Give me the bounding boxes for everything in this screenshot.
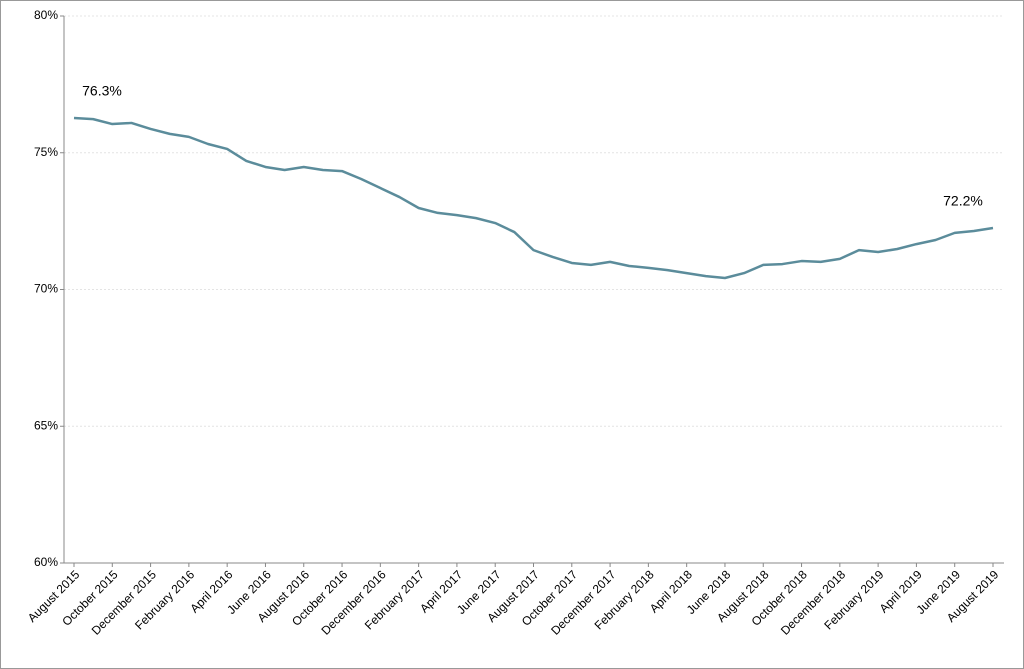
y-tick-label: 60%: [34, 555, 58, 569]
y-tick-label: 80%: [34, 8, 58, 22]
y-tick-label: 70%: [34, 282, 58, 296]
data-label: 76.3%: [82, 83, 122, 99]
y-tick-label: 75%: [34, 145, 58, 159]
data-label: 72.2%: [943, 193, 983, 209]
y-tick-label: 65%: [34, 418, 58, 432]
line: [73, 116, 994, 280]
